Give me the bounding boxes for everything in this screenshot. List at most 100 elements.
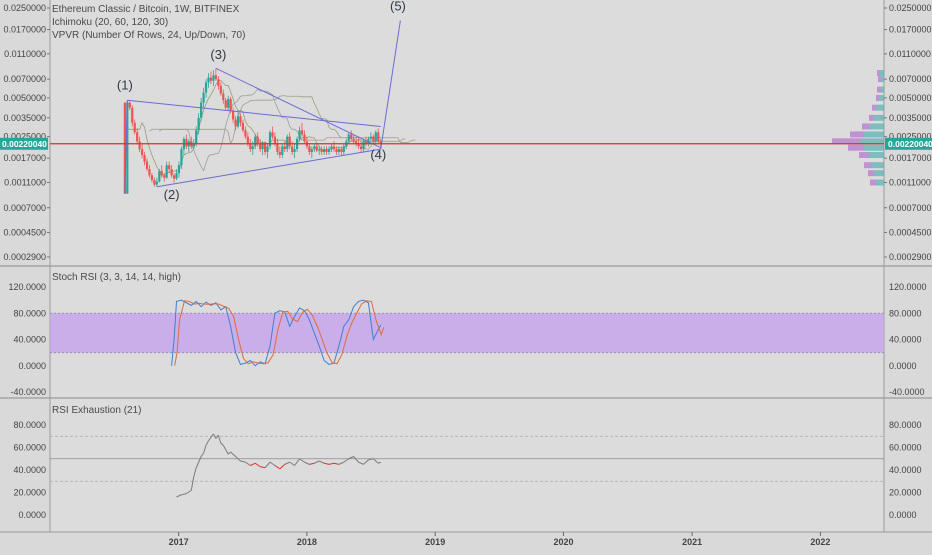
- candle-body: [140, 149, 144, 155]
- vpvr-up-bar: [874, 170, 884, 177]
- candle-body: [330, 146, 333, 150]
- y-tick-label-left: 0.0070000: [3, 74, 46, 84]
- rsi-segment: [324, 462, 330, 465]
- rsi-segment: [205, 440, 209, 446]
- candle-body: [185, 138, 188, 147]
- ichimoku-legend: Ichimoku (20, 60, 120, 30): [52, 17, 169, 28]
- candle-body: [236, 116, 240, 127]
- vpvr-down-bar: [832, 138, 860, 145]
- y-tick-label-left: 0.0050000: [3, 93, 46, 103]
- rsi-segment: [260, 466, 266, 469]
- vpvr-down-bar: [848, 144, 864, 151]
- candle-body: [261, 143, 264, 150]
- rsi-segment: [289, 461, 295, 466]
- y-tick-label-left: 0.0250000: [3, 3, 46, 13]
- y-tick-label-right: 0.0250000: [889, 3, 932, 13]
- candle-body: [286, 136, 289, 150]
- rsi-segment: [193, 467, 197, 477]
- candle-body: [168, 165, 171, 170]
- rsi-segment: [328, 462, 335, 465]
- rsi-segment: [358, 461, 364, 465]
- rsi-segment: [304, 461, 310, 465]
- rsi-segment: [210, 433, 214, 438]
- candle-body: [197, 117, 200, 131]
- rsi-segment: [269, 461, 276, 466]
- stoch-tick-right: 0.0000: [889, 361, 917, 371]
- x-tick-label: 2022: [810, 537, 830, 547]
- candle-body: [192, 143, 195, 147]
- vpvr-up-bar: [881, 86, 884, 93]
- price-badge-right: [885, 137, 932, 150]
- y-tick-label-right: 0.0025000: [889, 132, 932, 142]
- y-tick-label-right: 0.0170000: [889, 25, 932, 35]
- candle-body: [323, 149, 326, 152]
- candle-body: [276, 143, 279, 152]
- y-tick-label-right: 0.0002900: [889, 252, 932, 262]
- candle-body: [153, 180, 156, 185]
- vpvr-down-bar: [850, 131, 864, 138]
- candle-body: [246, 136, 249, 144]
- rsi-segment: [250, 462, 256, 466]
- wave-label: (1): [117, 78, 133, 93]
- vpvr-up-bar: [880, 70, 884, 77]
- stoch-d-line: [174, 300, 385, 366]
- candle-body: [374, 132, 377, 142]
- rsi-segment: [176, 494, 182, 498]
- rsi-tick-left: 20.0000: [13, 488, 46, 498]
- candle-body: [172, 175, 176, 179]
- rsi-segment: [378, 461, 381, 464]
- x-tick-label: 2017: [169, 537, 189, 547]
- rsi-segment: [348, 456, 354, 460]
- candle-body: [318, 149, 321, 151]
- candle-body: [165, 165, 168, 178]
- stoch-tick-left: 120.0000: [8, 282, 46, 292]
- rsi-segment: [217, 434, 222, 444]
- candle-body: [278, 151, 281, 155]
- y-tick-label-right: 0.0035000: [889, 113, 932, 123]
- vpvr-up-bar: [870, 123, 884, 130]
- candle-body: [303, 134, 306, 142]
- vpvr-up-bar: [879, 94, 884, 101]
- rsi-tick-right: 20.0000: [889, 488, 922, 498]
- candle-body: [271, 132, 274, 137]
- rsi-segment: [338, 461, 345, 465]
- candle-body: [263, 143, 267, 152]
- vpvr-down-bar: [870, 179, 876, 186]
- rsi-segment: [245, 461, 251, 466]
- vpvr-down-bar: [877, 70, 880, 77]
- wave-5-leg: [380, 20, 401, 150]
- candle-body: [291, 146, 294, 152]
- rsi-segment: [220, 442, 224, 446]
- candle-body: [332, 146, 336, 150]
- rsi-segment: [203, 445, 207, 454]
- rsi-segment: [227, 451, 231, 455]
- candle-body: [308, 146, 311, 152]
- vpvr-up-bar: [874, 114, 884, 121]
- y-tick-label-right: 0.0004500: [889, 227, 932, 237]
- candle-body: [337, 149, 340, 152]
- rsi-segment: [363, 459, 369, 465]
- candle-body: [352, 138, 355, 142]
- candle-body: [259, 143, 262, 150]
- candle-body: [362, 141, 365, 150]
- candle-body: [325, 149, 328, 152]
- candle-body: [232, 110, 235, 120]
- candle-body: [372, 136, 375, 142]
- rsi-tick-right: 80.0000: [889, 420, 922, 430]
- rsi-segment: [240, 460, 246, 463]
- vpvr-down-bar: [864, 162, 872, 169]
- vpvr-up-bar: [881, 76, 884, 83]
- candle-body: [327, 149, 331, 152]
- candle-body: [377, 132, 380, 142]
- vpvr-down-bar: [877, 86, 881, 93]
- candle-body: [136, 132, 139, 142]
- stoch-tick-left: 0.0000: [18, 361, 46, 371]
- wave-label: (5): [390, 0, 406, 13]
- candle-body: [131, 107, 134, 123]
- candle-body: [369, 136, 372, 139]
- candle-body: [219, 85, 222, 94]
- y-tick-label-right: 0.0110000: [889, 49, 931, 59]
- rsi-segment: [190, 476, 195, 491]
